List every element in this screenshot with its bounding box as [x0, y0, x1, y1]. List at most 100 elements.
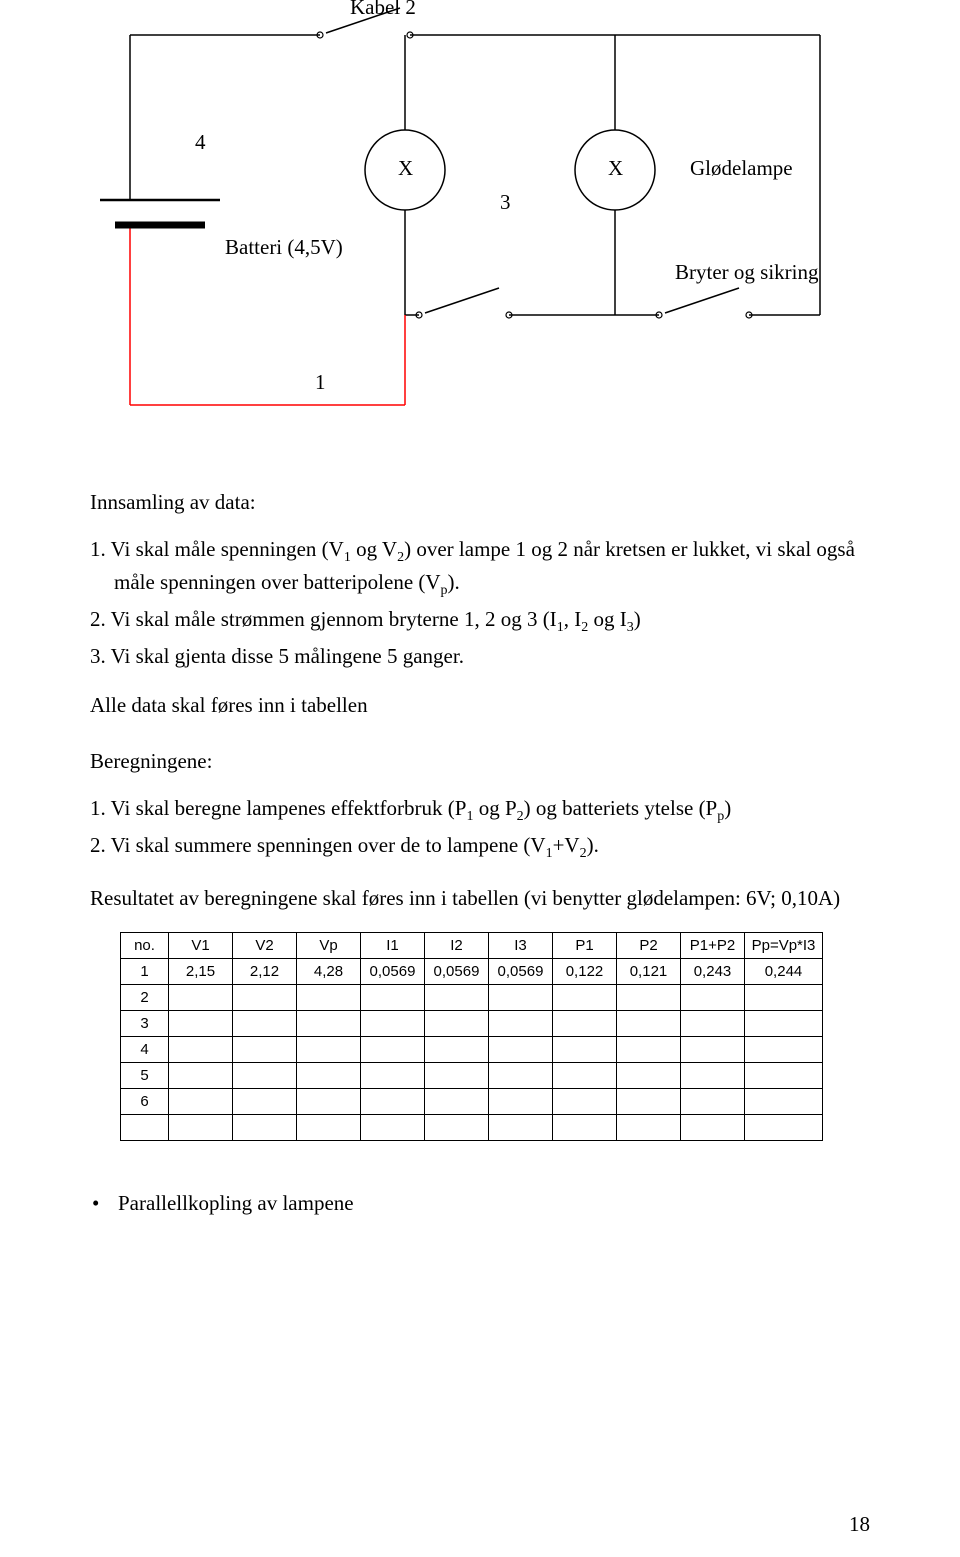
table-row: 2 [121, 985, 823, 1011]
circuit-title: Kabel 2 [350, 0, 416, 20]
table-cell: 2,15 [169, 959, 233, 985]
th-i3: I3 [489, 933, 553, 959]
table-cell [681, 1037, 745, 1063]
table-cell: 0,0569 [425, 959, 489, 985]
text: ) [724, 796, 731, 820]
table-cell [617, 985, 681, 1011]
table-cell [745, 1037, 823, 1063]
section-1-item-2: 2. Vi skal måle strømmen gjennom brytern… [90, 605, 870, 638]
subscript: p [441, 583, 448, 598]
section-2-heading: Beregningene: [90, 749, 870, 774]
table-cell [489, 1037, 553, 1063]
bullet-parallell: Parallellkopling av lampene [118, 1191, 870, 1216]
section-2-item-1: 1. Vi skal beregne lampenes effektforbru… [90, 794, 870, 827]
switch-label: Bryter og sikring [675, 260, 818, 285]
text: ). [448, 570, 460, 594]
table-cell [169, 1011, 233, 1037]
circuit-node-4: 4 [195, 130, 206, 155]
circuit-diagram: Kabel 2 4 3 1 X X Glødelampe Batteri (4,… [90, 0, 870, 450]
data-table-wrap: no. V1 V2 Vp I1 I2 I3 P1 P2 P1+P2 Pp=Vp*… [120, 932, 870, 1141]
th-i2: I2 [425, 933, 489, 959]
table-cell: 0,243 [681, 959, 745, 985]
text: ) og batteriets ytelse (P [524, 796, 718, 820]
table-cell [617, 1089, 681, 1115]
table-cell [553, 1063, 617, 1089]
table-cell [681, 1115, 745, 1141]
table-cell: 2 [121, 985, 169, 1011]
table-cell [553, 1115, 617, 1141]
table-cell [233, 1037, 297, 1063]
circuit-node-3: 3 [500, 190, 511, 215]
section-1-item-1: 1. Vi skal måle spenningen (V1 og V2) ov… [90, 535, 870, 601]
table-cell [169, 985, 233, 1011]
table-cell [233, 985, 297, 1011]
lamp-x-2: X [608, 156, 623, 181]
table-cell [425, 1089, 489, 1115]
table-cell [745, 1011, 823, 1037]
table-cell [361, 1089, 425, 1115]
table-row: 4 [121, 1037, 823, 1063]
table-cell [617, 1011, 681, 1037]
table-cell [553, 1037, 617, 1063]
table-cell [745, 1089, 823, 1115]
table-cell [745, 985, 823, 1011]
table-cell [233, 1089, 297, 1115]
subscript: 3 [627, 620, 634, 635]
table-row: 3 [121, 1011, 823, 1037]
table-row: 12,152,124,280,05690,05690,05690,1220,12… [121, 959, 823, 985]
table-cell [489, 1011, 553, 1037]
table-cell: 3 [121, 1011, 169, 1037]
th-p1p2: P1+P2 [681, 933, 745, 959]
table-cell [553, 1089, 617, 1115]
th-p2: P2 [617, 933, 681, 959]
table-cell [489, 1115, 553, 1141]
table-cell [297, 1063, 361, 1089]
text: 2. Vi skal summere spenningen over de to… [90, 833, 546, 857]
table-cell [489, 1063, 553, 1089]
text: og I [588, 607, 627, 631]
table-cell: 6 [121, 1089, 169, 1115]
text: og V [351, 537, 397, 561]
text: ) [634, 607, 641, 631]
table-cell [553, 985, 617, 1011]
table-cell [681, 1089, 745, 1115]
table-cell: 4,28 [297, 959, 361, 985]
text: 1. Vi skal måle spenningen (V [90, 537, 344, 561]
lamp-x-1: X [398, 156, 413, 181]
table-cell [121, 1115, 169, 1141]
table-cell [425, 985, 489, 1011]
table-cell: 2,12 [233, 959, 297, 985]
section-2-para: Resultatet av beregningene skal føres in… [90, 884, 870, 912]
table-row: 5 [121, 1063, 823, 1089]
th-v1: V1 [169, 933, 233, 959]
table-cell [297, 1115, 361, 1141]
table-cell [233, 1063, 297, 1089]
table-cell [233, 1011, 297, 1037]
text: 1. Vi skal beregne lampenes effektforbru… [90, 796, 466, 820]
table-cell [745, 1063, 823, 1089]
table-cell [361, 1063, 425, 1089]
data-table: no. V1 V2 Vp I1 I2 I3 P1 P2 P1+P2 Pp=Vp*… [120, 932, 823, 1141]
table-cell [489, 985, 553, 1011]
table-cell [617, 1063, 681, 1089]
th-v2: V2 [233, 933, 297, 959]
subscript: 2 [517, 809, 524, 824]
table-cell [425, 1063, 489, 1089]
table-cell: 0,244 [745, 959, 823, 985]
table-cell: 0,0569 [361, 959, 425, 985]
table-cell [297, 1089, 361, 1115]
table-cell [425, 1037, 489, 1063]
text: , I [564, 607, 582, 631]
th-no: no. [121, 933, 169, 959]
table-cell [169, 1037, 233, 1063]
table-cell: 0,122 [553, 959, 617, 985]
text: ). [587, 833, 599, 857]
table-cell [489, 1089, 553, 1115]
table-cell: 5 [121, 1063, 169, 1089]
table-row [121, 1115, 823, 1141]
table-cell [361, 1011, 425, 1037]
table-row: 6 [121, 1089, 823, 1115]
text: +V [553, 833, 580, 857]
subscript: 1 [546, 846, 553, 861]
page-number: 18 [849, 1512, 870, 1537]
